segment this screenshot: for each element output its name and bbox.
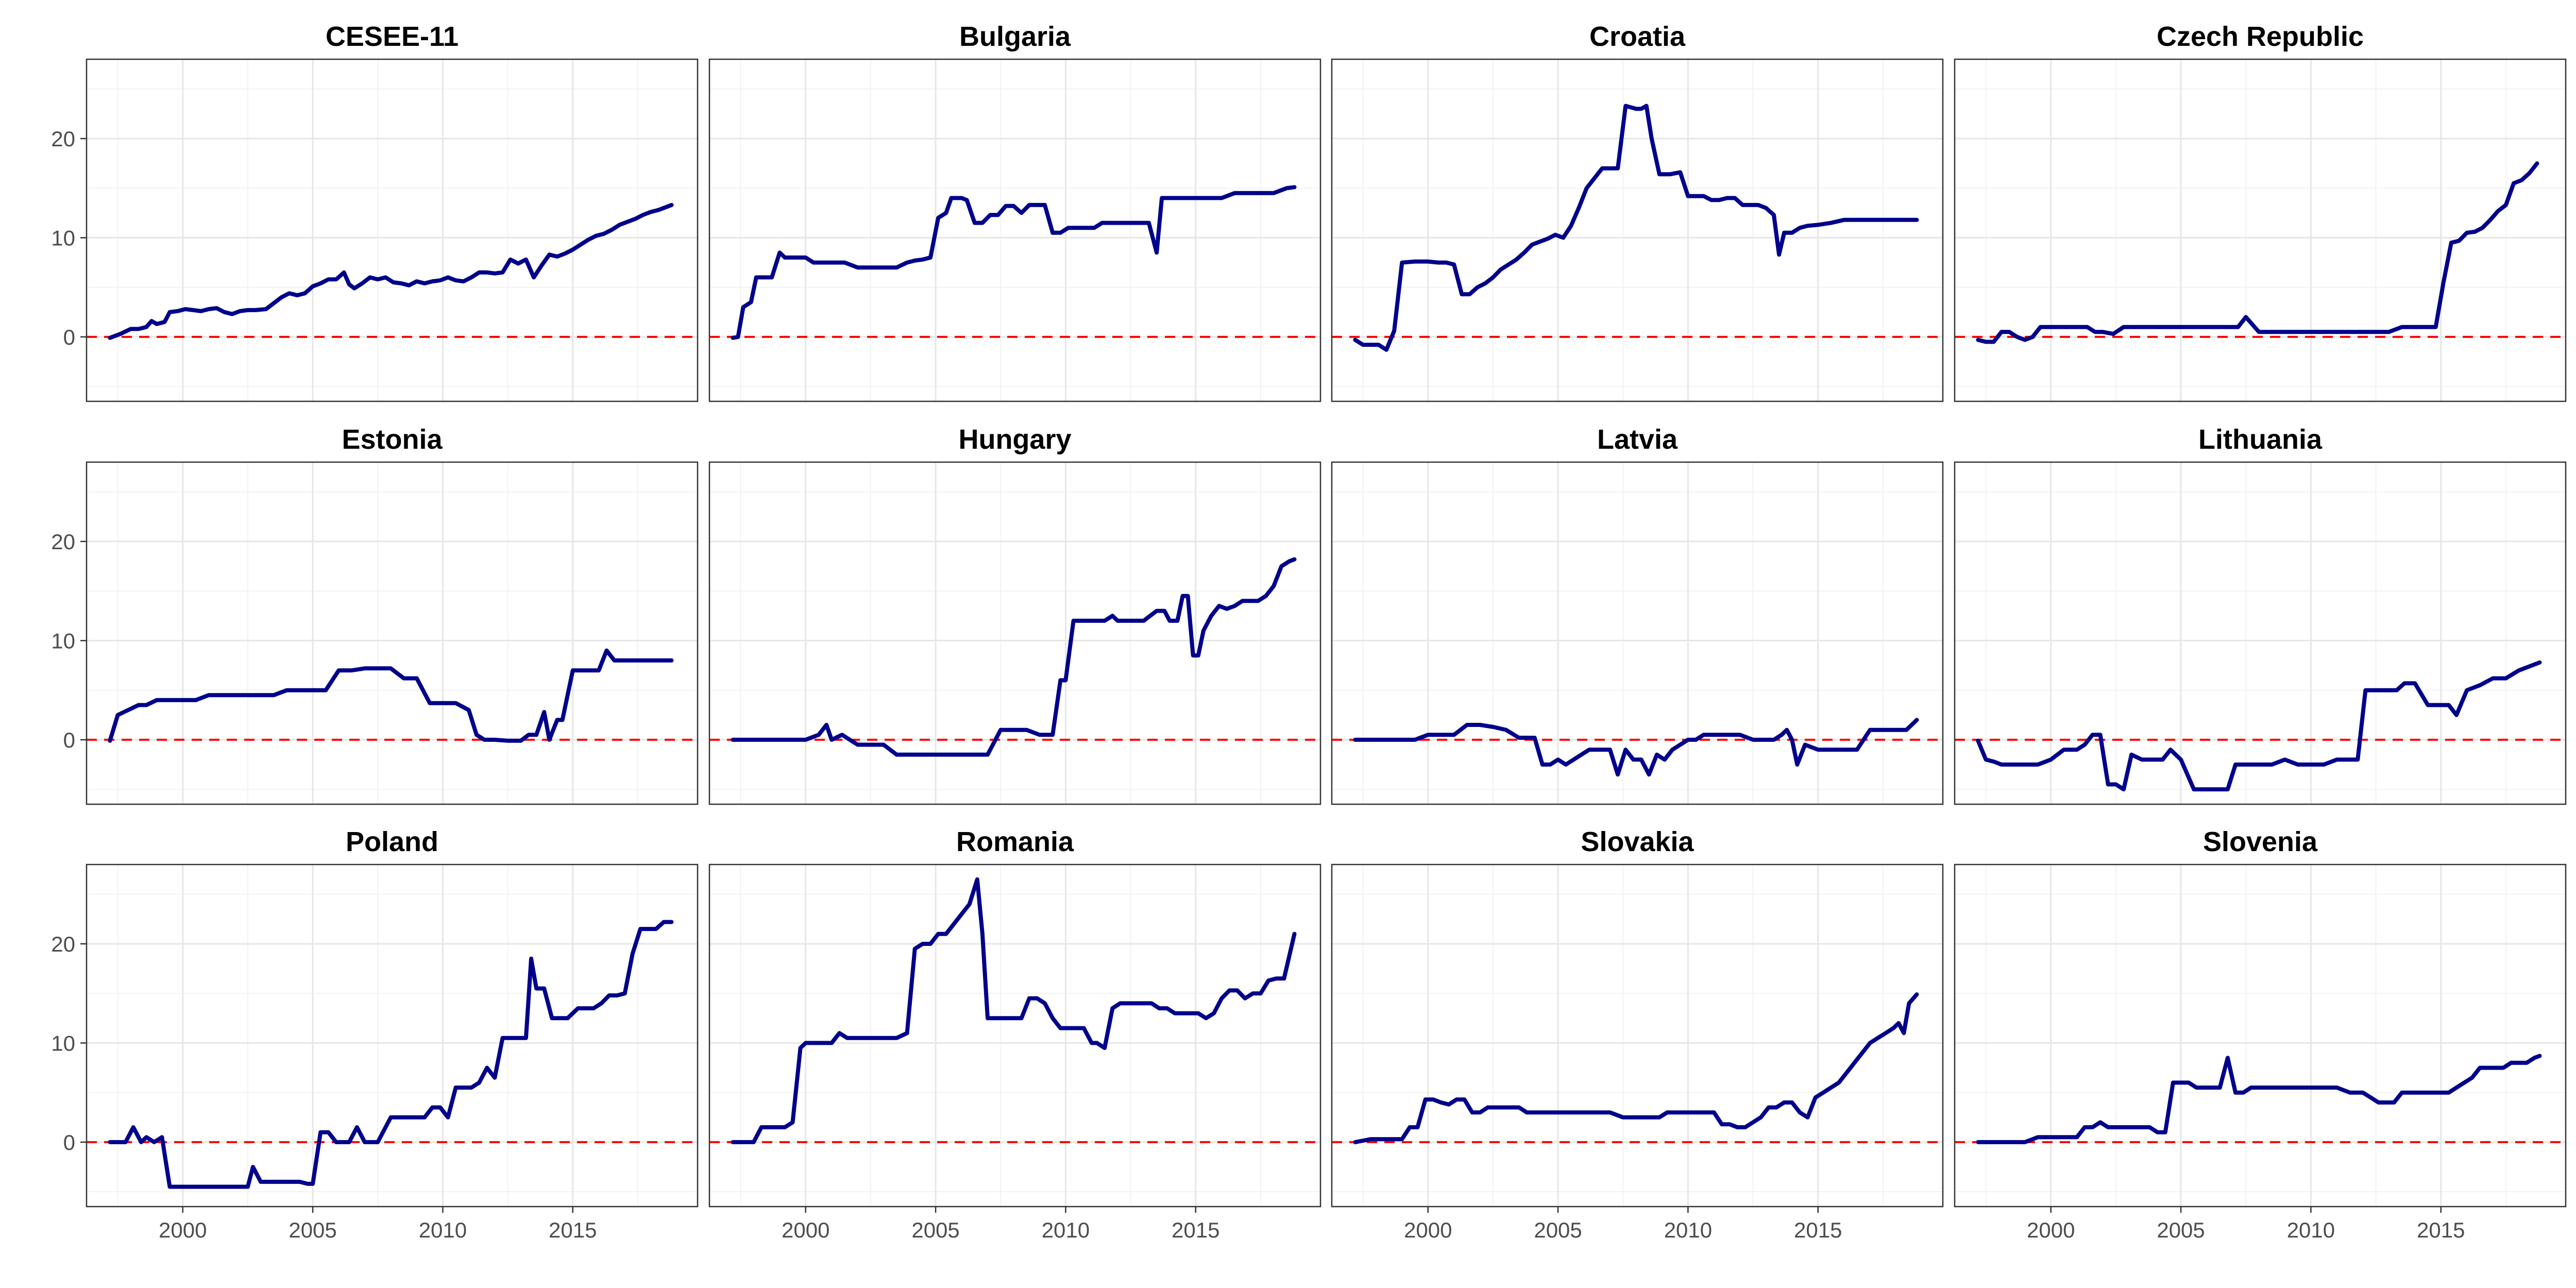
panel-title: Lithuania — [2198, 424, 2323, 455]
panel-border — [1331, 863, 1944, 1208]
x-tick-label: 2015 — [549, 1218, 597, 1242]
panel-border — [708, 863, 1321, 1208]
panel-poland: Poland 0 10 20 2000 2005 2010 2015 — [51, 826, 699, 1242]
y-tick-label: 0 — [63, 1130, 75, 1155]
series-line — [1353, 718, 1919, 777]
panel-slovenia: Slovenia 2000 2005 2010 2015 — [1954, 826, 2567, 1242]
panel-border — [708, 461, 1321, 805]
x-tick-label: 2015 — [2417, 1218, 2465, 1242]
panel-hungary: Hungary — [708, 424, 1321, 805]
x-tick-label: 2000 — [159, 1218, 207, 1242]
x-tick-label: 2010 — [419, 1218, 467, 1242]
x-tick-label: 2005 — [1534, 1218, 1582, 1242]
panel-border — [1331, 58, 1944, 402]
series-line — [108, 648, 674, 743]
y-tick-label: 10 — [51, 226, 75, 250]
panel-title: Hungary — [958, 424, 1071, 455]
panel-border — [1954, 58, 2567, 402]
panel-title: Romania — [956, 826, 1074, 857]
panel-romania: Romania 2000 2005 2010 2015 — [708, 826, 1321, 1242]
x-tick-label: 2005 — [289, 1218, 336, 1242]
series-line — [731, 557, 1297, 757]
series-line — [1976, 660, 2542, 792]
x-tick-label: 2010 — [1042, 1218, 1090, 1242]
x-tick-label: 2005 — [911, 1218, 959, 1242]
y-tick-label: 10 — [51, 1031, 75, 1055]
panel-estonia: Estonia 0 10 20 — [51, 424, 699, 805]
x-tick-label: 2000 — [1404, 1218, 1452, 1242]
panel-border — [86, 58, 699, 402]
panel-border — [1954, 461, 2567, 805]
panel-border — [1331, 461, 1944, 805]
panel-title: Poland — [346, 826, 438, 857]
y-tick-label: 0 — [63, 728, 75, 752]
series-line — [1976, 161, 2539, 344]
panel-title: Czech Republic — [2157, 21, 2364, 52]
series-line — [108, 920, 674, 1189]
y-tick-label: 0 — [63, 325, 75, 349]
panel-lithuania: Lithuania — [1954, 424, 2567, 805]
x-tick-label: 2000 — [782, 1218, 829, 1242]
y-tick-label: 20 — [51, 127, 75, 151]
series-line — [108, 202, 674, 340]
x-tick-label: 2010 — [2287, 1218, 2335, 1242]
panel-title: Latvia — [1597, 424, 1678, 455]
x-tick-label: 2005 — [2157, 1218, 2205, 1242]
panel-title: Estonia — [342, 424, 443, 455]
panel-border — [86, 863, 699, 1208]
y-tick-label: 10 — [51, 629, 75, 653]
x-tick-label: 2010 — [1664, 1218, 1712, 1242]
series-line — [1353, 104, 1919, 352]
series-line — [731, 877, 1297, 1144]
y-tick-label: 20 — [51, 530, 75, 554]
panel-title: Croatia — [1589, 21, 1686, 52]
panel-slovakia: Slovakia 2000 2005 2010 2015 — [1331, 826, 1944, 1242]
y-tick-label: 20 — [51, 932, 75, 956]
series-line — [1976, 1054, 2542, 1144]
panel-title: CESEE-11 — [326, 21, 459, 52]
panel-latvia: Latvia — [1331, 424, 1944, 805]
panel-czech-republic: Czech Republic — [1954, 21, 2567, 402]
panel-border — [86, 461, 699, 805]
x-tick-label: 2000 — [2027, 1218, 2075, 1242]
panel-border — [1954, 863, 2567, 1208]
x-tick-label: 2015 — [1172, 1218, 1219, 1242]
series-line — [1353, 992, 1919, 1144]
panel-croatia: Croatia — [1331, 21, 1944, 402]
panels-group: CESEE-11 0 10 20 Bulgaria Croatia Czech Republ… — [51, 21, 2567, 1242]
series-line — [731, 185, 1297, 340]
panel-title: Slovakia — [1581, 826, 1694, 857]
panel-border — [708, 58, 1321, 402]
panel-title: Slovenia — [2203, 826, 2318, 857]
x-tick-label: 2015 — [1794, 1218, 1842, 1242]
panel-title: Bulgaria — [959, 21, 1071, 52]
panel-cesee-11: CESEE-11 0 10 20 — [51, 21, 699, 402]
panel-bulgaria: Bulgaria — [708, 21, 1321, 402]
